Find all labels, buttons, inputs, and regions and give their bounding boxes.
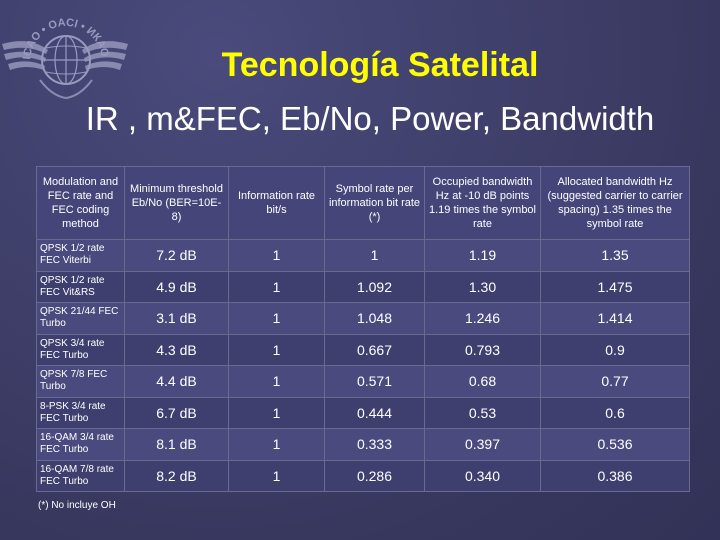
cell-threshold: 3.1 dB [124,302,229,335]
cell-threshold: 4.3 dB [124,333,229,366]
cell-allocated-bw: 0.536 [540,428,690,461]
cell-info-rate: 1 [228,270,325,303]
cell-info-rate: 1 [228,459,325,492]
table-row: QPSK 7/8 FEC Turbo 4.4 dB 1 0.571 0.68 0… [36,365,690,398]
cell-allocated-bw: 0.6 [540,396,690,429]
cell-threshold: 4.9 dB [124,270,229,303]
table-row: QPSK 21/44 FEC Turbo 3.1 dB 1 1.048 1.24… [36,302,690,335]
cell-occupied-bw: 0.793 [424,333,541,366]
cell-symbol-rate: 1 [324,239,425,272]
cell-allocated-bw: 1.475 [540,270,690,303]
header-modulation: Modulation and FEC rate and FEC coding m… [36,166,125,240]
page-subtitle: IR , m&FEC, Eb/No, Power, Bandwidth [85,100,655,137]
table-row: QPSK 1/2 rate FEC Vit&RS 4.9 dB 1 1.092 … [36,270,690,303]
cell-symbol-rate: 0.333 [324,428,425,461]
cell-symbol-rate: 1.092 [324,270,425,303]
cell-symbol-rate: 0.571 [324,365,425,398]
cell-occupied-bw: 0.340 [424,459,541,492]
cell-occupied-bw: 0.397 [424,428,541,461]
header-threshold: Minimum threshold Eb/No (BER=10E-8) [124,166,229,240]
cell-info-rate: 1 [228,302,325,335]
cell-occupied-bw: 0.68 [424,365,541,398]
cell-allocated-bw: 1.414 [540,302,690,335]
cell-info-rate: 1 [228,365,325,398]
icao-emblem-icon: ICAO • OACI • ИКАО [2,17,128,100]
table-row: QPSK 1/2 rate FEC Viterbi 7.2 dB 1 1 1.1… [36,239,690,272]
cell-threshold: 8.2 dB [124,459,229,492]
cell-symbol-rate: 0.667 [324,333,425,366]
cell-occupied-bw: 1.246 [424,302,541,335]
page-title: Tecnología Satelital [221,46,539,84]
cell-allocated-bw: 0.9 [540,333,690,366]
cell-symbol-rate: 0.444 [324,396,425,429]
cell-symbol-rate: 1.048 [324,302,425,335]
cell-method: 16-QAM 3/4 rate FEC Turbo [36,428,125,461]
cell-occupied-bw: 1.19 [424,239,541,272]
table-row: QPSK 3/4 rate FEC Turbo 4.3 dB 1 0.667 0… [36,333,690,366]
header-occupied-bandwidth: Occupied bandwidth Hz at -10 dB points 1… [424,166,541,240]
cell-method: QPSK 21/44 FEC Turbo [36,302,125,335]
cell-info-rate: 1 [228,396,325,429]
table-row: 8-PSK 3/4 rate FEC Turbo 6.7 dB 1 0.444 … [36,396,690,429]
table-row: 16-QAM 7/8 rate FEC Turbo 8.2 dB 1 0.286… [36,459,690,492]
cell-method: QPSK 7/8 FEC Turbo [36,365,125,398]
cell-occupied-bw: 0.53 [424,396,541,429]
cell-method: 8-PSK 3/4 rate FEC Turbo [36,396,125,429]
header-symbol-rate: Symbol rate per information bit rate (*) [324,166,425,240]
table-row: 16-QAM 3/4 rate FEC Turbo 8.1 dB 1 0.333… [36,428,690,461]
cell-info-rate: 1 [228,428,325,461]
cell-threshold: 4.4 dB [124,365,229,398]
table-header-row: Modulation and FEC rate and FEC coding m… [36,166,690,240]
cell-threshold: 7.2 dB [124,239,229,272]
cell-info-rate: 1 [228,333,325,366]
footnote: (*) No incluye OH [38,500,116,511]
satellite-parameters-table: Modulation and FEC rate and FEC coding m… [36,166,690,492]
cell-method: 16-QAM 7/8 rate FEC Turbo [36,459,125,492]
cell-occupied-bw: 1.30 [424,270,541,303]
cell-method: QPSK 1/2 rate FEC Viterbi [36,239,125,272]
cell-allocated-bw: 1.35 [540,239,690,272]
cell-symbol-rate: 0.286 [324,459,425,492]
cell-info-rate: 1 [228,239,325,272]
cell-method: QPSK 3/4 rate FEC Turbo [36,333,125,366]
cell-allocated-bw: 0.386 [540,459,690,492]
cell-threshold: 6.7 dB [124,396,229,429]
cell-method: QPSK 1/2 rate FEC Vit&RS [36,270,125,303]
cell-threshold: 8.1 dB [124,428,229,461]
header-information-rate: Information rate bit/s [228,166,325,240]
cell-allocated-bw: 0.77 [540,365,690,398]
header-allocated-bandwidth: Allocated bandwidth Hz (suggested carrie… [540,166,690,240]
